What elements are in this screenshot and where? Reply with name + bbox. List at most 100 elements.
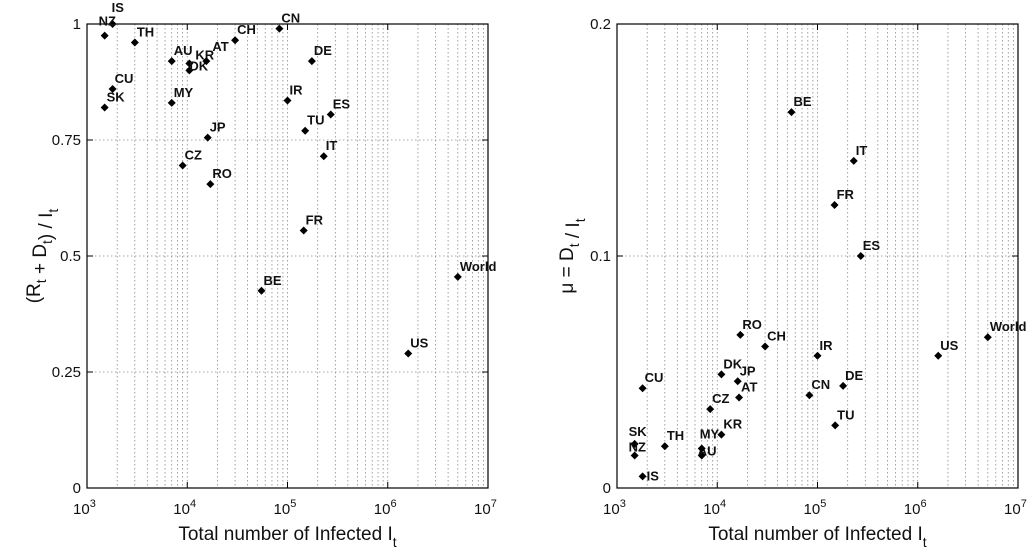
x-tick-label: 105 [274, 498, 297, 518]
point-label-my: MY [174, 85, 194, 100]
x-tick-label: 107 [1004, 498, 1027, 518]
data-point-tu [301, 126, 310, 135]
y-tick-label: 0.2 [590, 16, 611, 33]
data-point-nz [630, 451, 639, 460]
data-point-is [638, 472, 647, 481]
x-axis-label: Total number of Infected It [178, 524, 396, 550]
data-point-cu [638, 384, 647, 393]
point-label-sk: SK [107, 90, 126, 105]
point-label-tu: TU [837, 407, 854, 422]
point-label-dk: DK [723, 356, 742, 371]
point-label-ch: CH [767, 328, 786, 343]
x-tick-label: 103 [603, 498, 626, 518]
data-point-ir [283, 96, 292, 105]
point-label-ro: RO [212, 166, 232, 181]
data-point-it [319, 152, 328, 161]
point-label-kr: KR [723, 417, 742, 432]
point-label-at: AT [741, 380, 757, 395]
data-point-us [934, 351, 943, 360]
x-tick-label: 104 [703, 498, 726, 518]
data-point-at [735, 393, 744, 402]
data-point-ro [206, 180, 215, 189]
data-point-be [787, 108, 796, 117]
data-point-cz [178, 161, 187, 170]
data-point-au [167, 57, 176, 66]
x-tick-label: 106 [904, 498, 927, 518]
point-label-cz: CZ [185, 148, 202, 163]
data-point-world [453, 272, 462, 281]
data-point-fr [830, 200, 839, 209]
data-point-nz [100, 31, 109, 40]
point-label-au: AU [174, 43, 193, 58]
data-point-dk [717, 370, 726, 379]
point-label-ir: IR [820, 338, 834, 353]
x-tick-label: 103 [73, 498, 96, 518]
point-label-kr: KR [195, 47, 214, 62]
x-tick-label: 104 [173, 498, 196, 518]
data-point-sk [630, 439, 639, 448]
chart-panel-2: 103 104 105 106 107 0 0.1 0.2 Total number of In… [557, 16, 1027, 550]
point-label-tu: TU [307, 113, 324, 128]
data-point-th [130, 38, 139, 47]
point-label-us: US [940, 338, 958, 353]
data-point-sk [100, 103, 109, 112]
point-label-is: IS [647, 468, 660, 483]
data-point-de [307, 57, 316, 66]
data-point-at [202, 57, 211, 66]
y-tick-label: 0 [603, 480, 611, 497]
data-point-cn [275, 24, 284, 33]
point-label-cn: CN [281, 11, 300, 26]
point-label-world: World [990, 319, 1027, 334]
data-point-my [697, 444, 706, 453]
point-label-be: BE [793, 94, 811, 109]
data-point-tu [831, 421, 840, 430]
data-point-ro [736, 330, 745, 339]
point-label-ro: RO [742, 317, 762, 332]
data-point-fr [299, 226, 308, 235]
x-axis-label: Total number of Infected It [708, 524, 926, 550]
point-label-at: AT [212, 39, 228, 54]
point-label-de: DE [314, 43, 332, 58]
point-label-sk: SK [629, 424, 648, 439]
x-tick-label: 106 [374, 498, 397, 518]
point-label-cz: CZ [712, 391, 729, 406]
data-point-is [108, 20, 117, 28]
point-label-jp: JP [740, 363, 756, 378]
data-point-cn [805, 391, 814, 400]
x-tick-label: 105 [804, 498, 827, 518]
point-label-ch: CH [237, 22, 256, 37]
point-label-my: MY [700, 427, 720, 442]
y-tick-label: 0.1 [590, 248, 611, 265]
point-label-fr: FR [306, 212, 324, 227]
data-point-au [697, 451, 706, 460]
y-tick-label: 0.5 [60, 248, 81, 265]
data-point-world [983, 333, 992, 342]
y-tick-label: 0 [73, 480, 81, 497]
point-label-nz: NZ [629, 440, 646, 455]
point-label-es: ES [333, 96, 351, 111]
point-label-it: IT [326, 138, 338, 153]
point-label-ir: IR [290, 83, 304, 98]
data-point-dk [185, 66, 194, 75]
data-point-us [404, 349, 413, 358]
data-point-es [856, 252, 865, 260]
data-point-kr [185, 59, 194, 68]
point-label-cu: CU [115, 71, 134, 86]
y-axis-label: (Rt + Dt) / It [24, 209, 61, 304]
point-label-world: World [460, 259, 497, 274]
x-tick-label: 107 [474, 498, 497, 518]
point-label-be: BE [263, 273, 281, 288]
y-tick-label: 0.25 [52, 364, 81, 381]
y-tick-label: 1 [73, 16, 81, 33]
y-axis-label: μ = Dt / It [557, 218, 588, 293]
point-label-cn: CN [811, 377, 830, 392]
data-point-de [839, 381, 848, 390]
point-label-nz: NZ [99, 14, 116, 29]
point-label-de: DE [845, 368, 863, 383]
data-point-cz [706, 405, 715, 414]
data-point-cu [108, 84, 117, 93]
data-point-ch [761, 342, 770, 351]
y-tick-label: 0.75 [52, 132, 81, 149]
point-label-th: TH [667, 428, 684, 443]
